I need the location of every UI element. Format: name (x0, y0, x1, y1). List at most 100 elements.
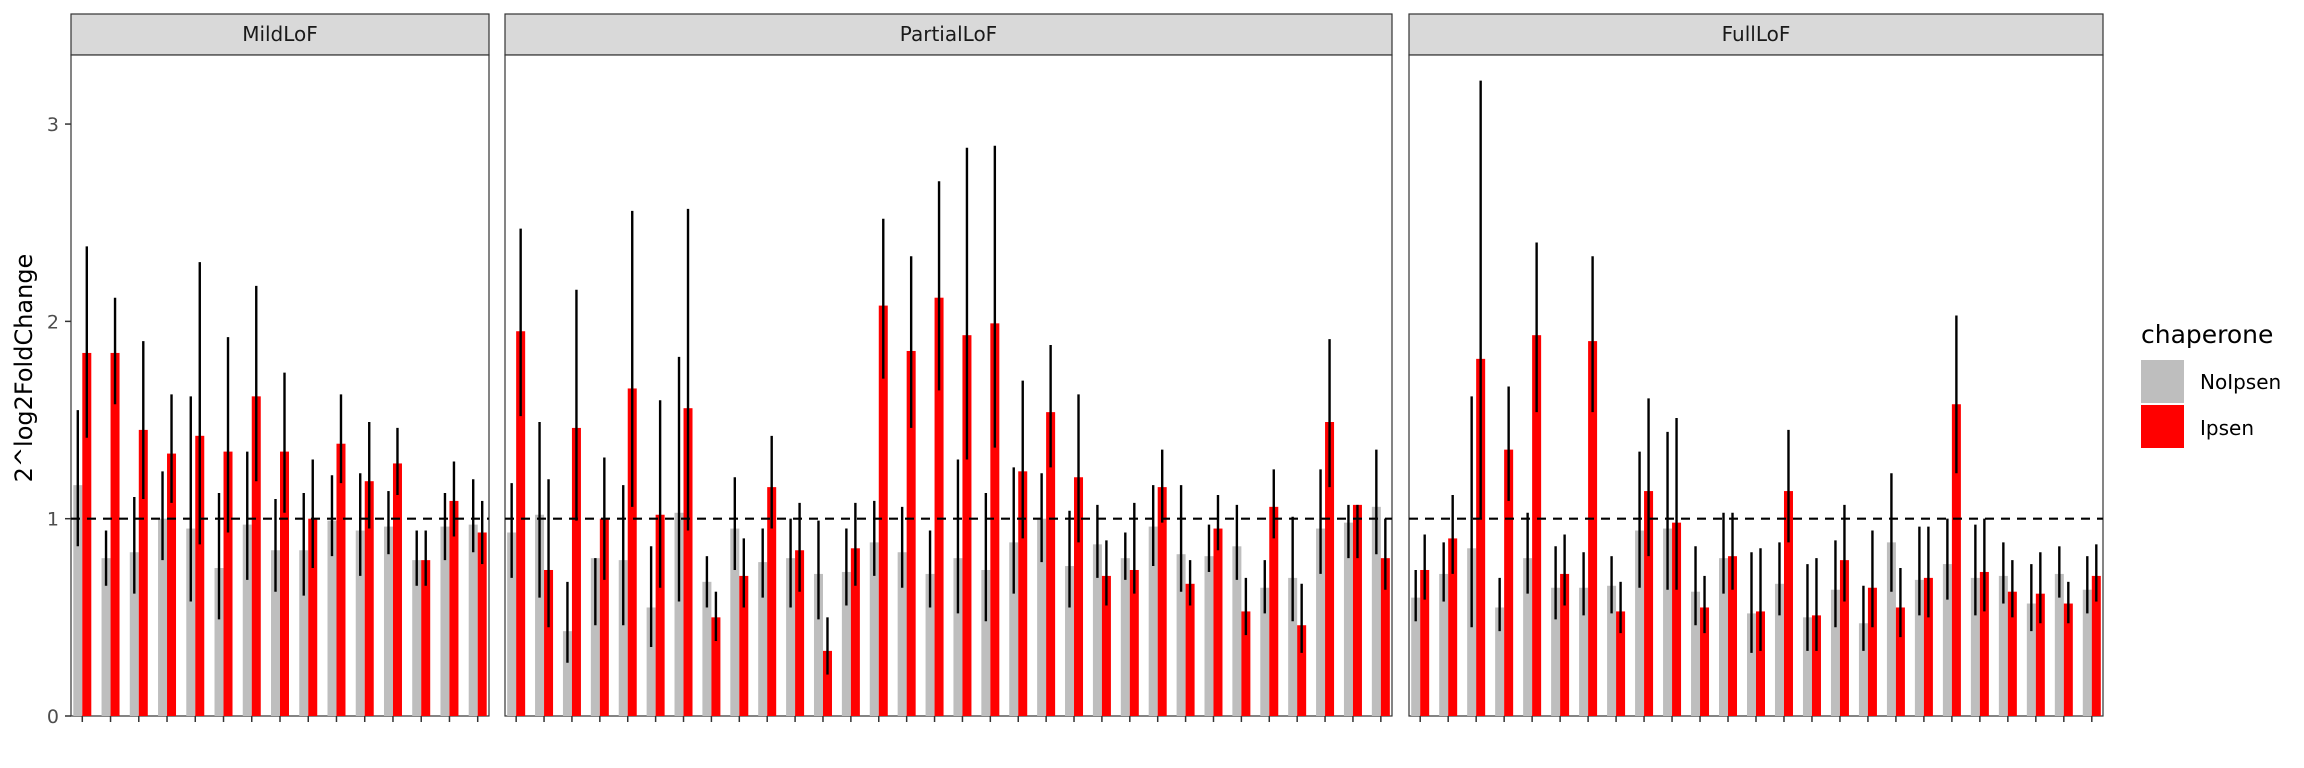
bar-ipsen (1672, 522, 1682, 716)
bar-group (383, 427, 402, 722)
bar-ipsen (1185, 583, 1195, 716)
y-tick-label: 3 (47, 114, 59, 136)
bar-group (702, 556, 721, 722)
bar-group (674, 208, 693, 722)
bar-noipsen (1914, 579, 1924, 716)
bar-noipsen (1830, 589, 1840, 716)
bar-ipsen (1895, 607, 1905, 716)
bar-noipsen (1635, 530, 1645, 716)
bar-group (758, 435, 777, 722)
facet-strip-label: PartialLoF (900, 22, 997, 46)
bar-group (1998, 542, 2017, 722)
bar-group (1551, 534, 1570, 722)
bar-noipsen (2026, 603, 2036, 716)
bar-noipsen (73, 485, 83, 716)
panel-fulllof: FullLoF (1408, 13, 2104, 722)
bar-noipsen (440, 526, 450, 716)
bar-noipsen (1467, 548, 1477, 716)
bar-ipsen (1979, 571, 1989, 716)
bar-noipsen (1747, 613, 1756, 716)
bar-noipsen (590, 558, 600, 716)
bar-group (1439, 495, 1458, 722)
bar-ipsen (1504, 449, 1514, 716)
bar-noipsen (1998, 575, 2008, 716)
bar-noipsen (1774, 583, 1784, 716)
bar-group (271, 372, 289, 722)
bar-ipsen (767, 487, 777, 716)
bar-group (1663, 418, 1682, 722)
bar-ipsen (449, 500, 459, 716)
bar-noipsen (730, 528, 740, 716)
y-axis-title: 2^log2FoldChange (10, 254, 38, 483)
bar-group (186, 262, 205, 722)
bar-noipsen (1120, 558, 1130, 716)
bar-noipsen (1316, 528, 1326, 716)
bar-ipsen (962, 335, 972, 716)
bar-ipsen (1269, 506, 1279, 716)
bar-ipsen (251, 396, 261, 716)
bar-noipsen (1970, 577, 1980, 716)
bar-noipsen (1176, 554, 1186, 716)
bar-noipsen (1607, 585, 1617, 716)
legend-key-ipsen (2141, 405, 2184, 448)
bar-noipsen (383, 526, 393, 716)
bar-noipsen (101, 558, 111, 716)
bar-noipsen (2054, 573, 2064, 716)
bar-ipsen (655, 514, 665, 716)
y-tick-label: 2 (47, 311, 59, 333)
bar-ipsen (477, 532, 487, 716)
bar-noipsen (786, 558, 796, 716)
bar-group (1858, 530, 1877, 722)
bar-noipsen (618, 560, 628, 716)
bar-noipsen (271, 550, 280, 716)
bar-noipsen (412, 560, 422, 716)
bar-noipsen (1802, 617, 1812, 716)
bar-noipsen (702, 581, 712, 716)
bar-ipsen (1241, 611, 1251, 716)
bar-ipsen (1532, 335, 1542, 716)
bar-ipsen (1951, 404, 1961, 716)
bar-group (73, 246, 92, 722)
bar-group (1065, 394, 1084, 722)
bar-ipsen (336, 443, 346, 716)
bar-group (869, 218, 888, 722)
bar-group (1316, 339, 1335, 722)
bar-noipsen (646, 607, 656, 716)
bar-group (1774, 429, 1793, 722)
bar-group (1260, 469, 1279, 722)
bar-noipsen (1260, 587, 1270, 716)
bar-ipsen (1074, 477, 1084, 716)
y-tick-label: 1 (47, 509, 59, 531)
facet-strip-label: MildLoF (242, 22, 318, 46)
bar-group (562, 289, 581, 722)
bar-ipsen (1588, 341, 1598, 716)
bar-ipsen (1644, 491, 1654, 716)
bar-group (1523, 242, 1542, 722)
bar-noipsen (1663, 528, 1673, 716)
legend-title: chaperone (2141, 320, 2273, 349)
bar-group (1009, 380, 1028, 722)
bar-ipsen (2063, 603, 2073, 716)
bar-ipsen (1157, 487, 1167, 716)
bar-noipsen (242, 524, 252, 716)
bar-noipsen (299, 550, 309, 716)
bar-group (1830, 504, 1849, 722)
bar-group (1942, 315, 1961, 722)
bar-group (1719, 512, 1738, 722)
bar-group (730, 477, 749, 722)
bar-group (412, 530, 431, 722)
bar-group (507, 228, 526, 722)
bar-noipsen (1691, 591, 1701, 716)
bar-group (2082, 544, 2101, 722)
bar-ipsen (906, 350, 916, 716)
bar-ipsen (1476, 358, 1486, 716)
y-axis: 0 1 2 3 (47, 114, 71, 728)
bar-group (101, 297, 120, 722)
bar-group (1579, 256, 1598, 722)
bar-group (214, 337, 233, 722)
bar-noipsen (1439, 573, 1449, 716)
bar-ipsen (1325, 422, 1335, 716)
bar-ipsen (167, 453, 177, 716)
bar-ipsen (571, 427, 581, 716)
bar-noipsen (535, 514, 545, 716)
